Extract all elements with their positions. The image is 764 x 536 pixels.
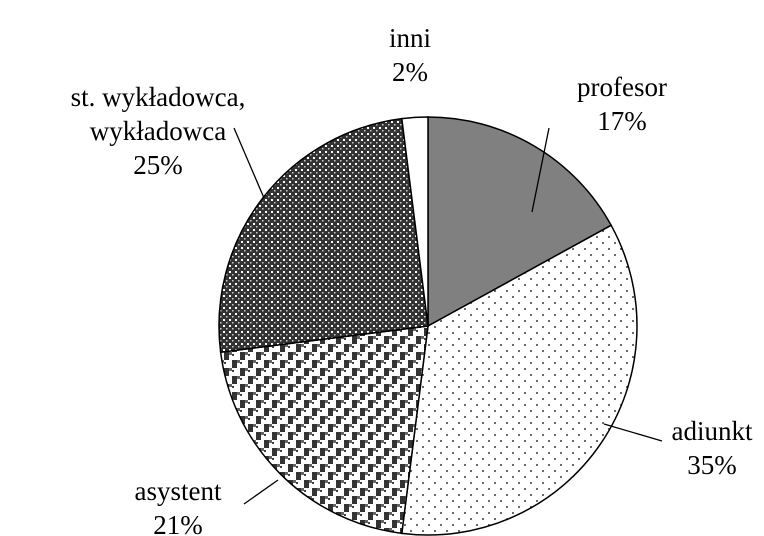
- category-label: adiunkt: [671, 416, 753, 446]
- leader-line: [233, 127, 265, 199]
- category-label: asystent: [134, 476, 222, 506]
- slice-label: asystent 21%: [135, 474, 222, 536]
- pie-slice: [400, 116, 429, 327]
- category-label: inni: [388, 23, 432, 53]
- category-label: profesor: [577, 72, 667, 102]
- pie-slice: [400, 224, 638, 536]
- pie-slice: [218, 117, 429, 354]
- pie-slice: [219, 325, 429, 535]
- value-label: 21%: [153, 510, 203, 536]
- value-label: 35%: [687, 450, 737, 480]
- pie-slice: [427, 116, 613, 328]
- slice-label: adiunkt 35%: [672, 414, 753, 482]
- slice-label: st. wykładowca, wykładowca 25%: [43, 80, 273, 182]
- category-label: st. wykładowca, wykładowca: [70, 82, 246, 146]
- value-label: 2%: [391, 57, 428, 87]
- slice-label: profesor 17%: [577, 70, 667, 138]
- leader-line: [603, 423, 663, 442]
- leader-lines: [233, 127, 663, 505]
- value-label: 17%: [597, 106, 647, 136]
- slice-label: inni 2%: [389, 21, 431, 89]
- value-label: 25%: [133, 150, 183, 180]
- leader-line: [531, 127, 550, 213]
- leader-line: [243, 479, 279, 505]
